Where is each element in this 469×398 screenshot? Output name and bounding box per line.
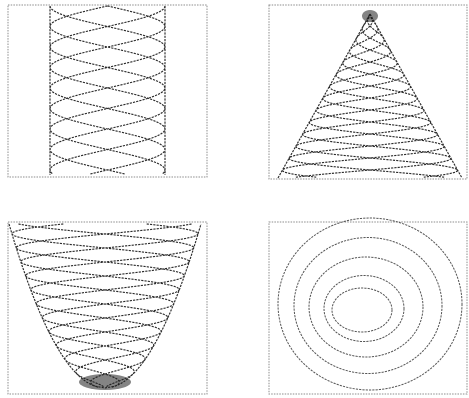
panel-lattice-bowl — [7, 221, 208, 395]
spiral-ring — [277, 217, 463, 391]
panel-frame — [268, 4, 468, 180]
spiral-ring — [293, 237, 443, 374]
panel-lattice-cylinder — [7, 4, 208, 178]
lattice-curve — [49, 5, 166, 175]
lattice-curve — [295, 13, 452, 178]
panel-frame — [268, 221, 468, 395]
lattice-curve — [20, 223, 199, 388]
lattice-curve — [288, 13, 445, 178]
panel-lattice-cone — [268, 4, 468, 180]
spiral-ring — [308, 256, 424, 358]
lattice-curve — [295, 13, 459, 178]
cone-apex — [362, 10, 378, 22]
spiral-ring — [323, 275, 405, 342]
panel-frame — [7, 4, 208, 178]
bowl-bottom — [79, 374, 131, 390]
lattice-curve — [49, 5, 166, 175]
lattice-curve — [15, 223, 192, 388]
panel-frame — [7, 221, 208, 395]
panel-concentric-spiral — [268, 217, 468, 395]
bowl-envelope — [8, 223, 202, 389]
lattice-curve — [281, 13, 445, 178]
lattice-curve — [49, 5, 166, 175]
spiral-ring — [331, 287, 393, 333]
lattice-curve — [49, 5, 166, 175]
lattice-curve — [18, 223, 195, 388]
